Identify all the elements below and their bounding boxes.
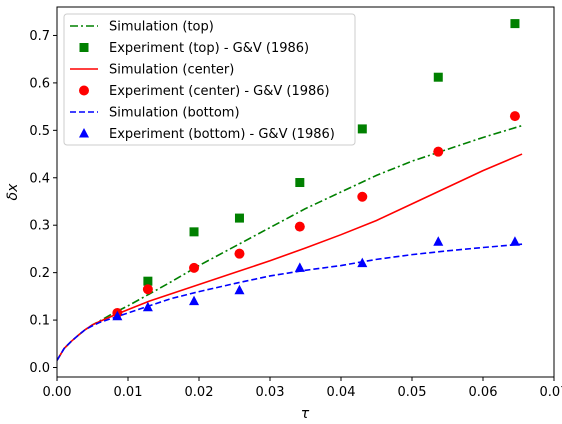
legend-label: Simulation (center): [109, 63, 234, 78]
data-point: [234, 213, 244, 223]
y-tick-label: 0.3: [29, 219, 50, 234]
data-point: [142, 284, 153, 295]
legend-item: Experiment (top) - G&V (1986): [79, 41, 309, 56]
data-point: [189, 262, 200, 273]
x-tick-label: 0.03: [256, 385, 285, 400]
series-1: [143, 19, 520, 286]
data-point: [189, 295, 200, 306]
legend-item: Simulation (top): [70, 20, 214, 35]
plot-frame: [56, 6, 555, 378]
data-point: [295, 178, 305, 188]
legend-item: Simulation (bottom): [70, 106, 240, 121]
data-point: [294, 262, 305, 272]
legend-item: Experiment (bottom) - G&V (1986): [79, 127, 335, 142]
y-tick-label: 0.6: [29, 76, 50, 91]
y-axis: 0.0 0.1 0.2 0.3 0.4 0.5 0.6 0.7: [29, 29, 57, 376]
data-point: [509, 111, 520, 122]
series-line: [57, 243, 523, 361]
x-tick-label: 0.02: [185, 385, 214, 400]
x-tick-label: 0.05: [398, 385, 427, 400]
x-tick-label: 0.04: [327, 385, 356, 400]
x-tick-label: 0.07: [540, 385, 562, 400]
y-tick-label: 0.7: [29, 29, 50, 44]
data-point: [234, 284, 245, 295]
data-point: [143, 276, 153, 286]
data-point: [510, 19, 520, 29]
data-point: [294, 221, 305, 232]
x-tick-label: 0.01: [114, 385, 143, 400]
y-tick-label: 0.0: [29, 361, 50, 376]
data-point: [112, 310, 123, 321]
legend-item: Simulation (center): [70, 63, 234, 78]
x-tick-label: 0.00: [43, 385, 72, 400]
data-point: [357, 257, 368, 268]
legend-box: [63, 13, 356, 146]
legend-swatch: [79, 43, 89, 52]
data-point: [234, 248, 245, 259]
legend-item: Experiment (center) - G&V (1986): [79, 84, 330, 99]
legend-label: Simulation (top): [109, 20, 214, 35]
y-axis-label: δx: [5, 183, 21, 201]
data-point: [189, 227, 199, 237]
legend-swatch: [79, 85, 89, 96]
y-tick-label: 0.4: [29, 171, 50, 186]
series-layer: [57, 19, 523, 361]
data-point: [357, 124, 367, 134]
y-tick-label: 0.5: [29, 124, 50, 139]
x-axis: 0.00 0.01 0.02 0.03 0.04 0.05 0.06 0.07: [43, 377, 562, 400]
data-point: [433, 236, 444, 246]
data-point: [357, 191, 368, 202]
legend-label: Experiment (bottom) - G&V (1986): [109, 127, 335, 142]
series-3: [112, 111, 520, 318]
legend-label: Experiment (center) - G&V (1986): [109, 84, 330, 99]
legend: Simulation (top) Experiment (top) - G&V (…: [63, 13, 356, 146]
data-point: [433, 72, 443, 82]
series-4: [57, 243, 523, 361]
y-tick-label: 0.2: [29, 266, 50, 281]
legend-label: Experiment (top) - G&V (1986): [109, 41, 309, 56]
x-tick-label: 0.06: [469, 385, 498, 400]
data-point: [509, 236, 520, 246]
legend-label: Simulation (bottom): [109, 106, 240, 121]
data-point: [142, 301, 153, 312]
data-point: [433, 146, 444, 157]
legend-swatch: [79, 128, 89, 138]
x-axis-label: τ: [301, 406, 310, 422]
series-5: [112, 236, 520, 321]
y-tick-label: 0.1: [29, 314, 50, 329]
